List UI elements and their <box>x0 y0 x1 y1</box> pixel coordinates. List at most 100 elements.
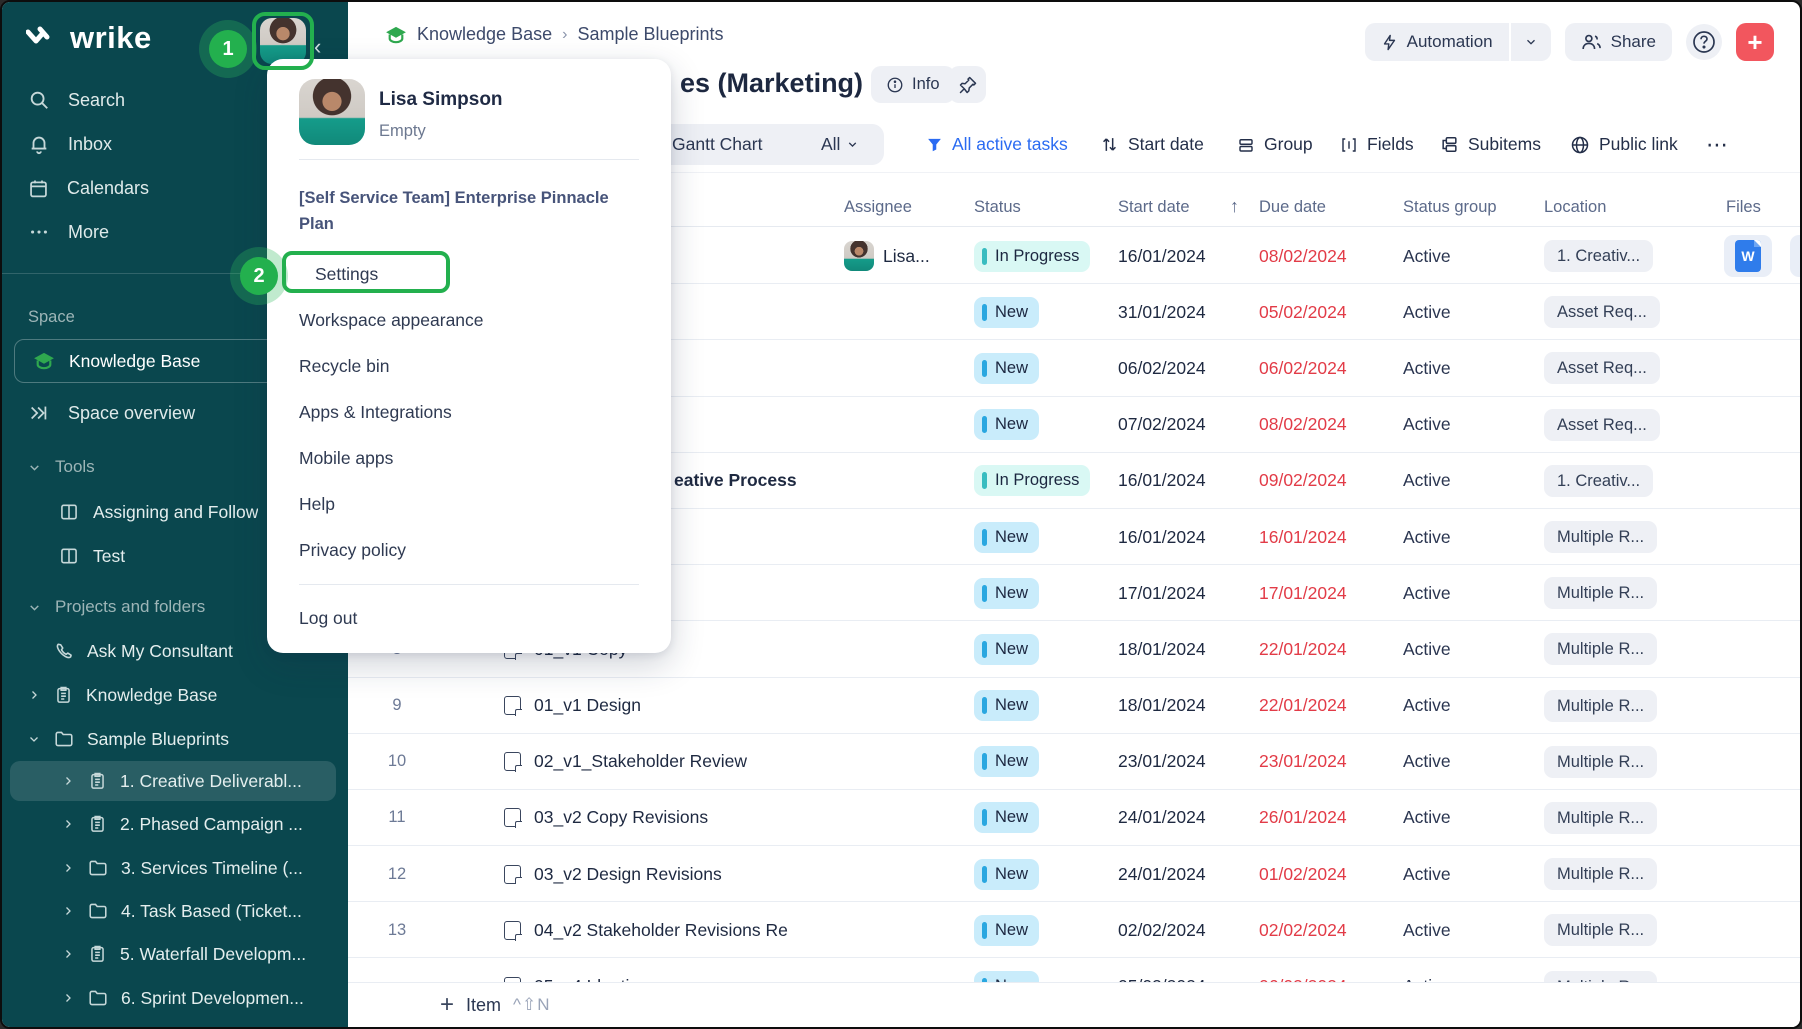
projects-section-toggle[interactable]: Projects and folders <box>2 589 348 625</box>
chevron-right-icon[interactable] <box>62 992 76 1004</box>
column-header-assignee[interactable]: Assignee <box>844 198 912 216</box>
table-row[interactable]: New 16/01/2024 16/01/2024 Active Multiple R.… <box>348 509 1800 566</box>
add-new-button[interactable]: + <box>1736 23 1774 61</box>
sidebar-tool-item[interactable]: Assigning and Follow <box>2 492 348 532</box>
location-pill[interactable]: Multiple R... <box>1544 577 1658 610</box>
due-date[interactable]: 16/01/2024 <box>1259 526 1347 547</box>
location-cell[interactable]: Multiple R... <box>1544 509 1658 565</box>
table-row[interactable]: 12 03_v2 Design Revisions New 24/01/2024 01/… <box>348 846 1800 903</box>
start-date[interactable]: 16/01/2024 <box>1118 245 1206 266</box>
location-pill[interactable]: Asset Req... <box>1544 408 1660 441</box>
status-badge[interactable]: New <box>974 509 1040 565</box>
due-date[interactable]: 23/01/2024 <box>1259 751 1347 772</box>
menu-item-workspace-appearance[interactable]: Workspace appearance <box>299 310 484 330</box>
space-selector-knowledge-base[interactable]: Knowledge Base <box>14 339 336 383</box>
status-badge[interactable]: New <box>974 284 1040 340</box>
start-date[interactable]: 02/02/2024 <box>1118 919 1206 940</box>
table-row[interactable]: Lisa... In Progress 16/01/2024 08/02/2024 Ac… <box>348 228 1800 285</box>
location-pill[interactable]: Multiple R... <box>1544 745 1658 778</box>
menu-item-mobile-apps[interactable]: Mobile apps <box>299 448 394 468</box>
table-row[interactable]: New 07/02/2024 08/02/2024 Active Asset Req..… <box>348 397 1800 453</box>
start-date[interactable]: 17/01/2024 <box>1118 582 1206 603</box>
due-date[interactable]: 09/02/2024 <box>1259 470 1347 491</box>
status-badge[interactable]: New <box>974 397 1040 453</box>
sidebar-tree-item[interactable]: 6. Sprint Developmen... <box>2 978 348 1018</box>
word-file-icon[interactable]: W <box>1724 235 1772 278</box>
info-button[interactable]: Info <box>871 66 955 103</box>
table-row[interactable]: 13 04_v2 Stakeholder Revisions Re New 02/02… <box>348 902 1800 959</box>
table-row[interactable]: eative Process In Progress 16/01/2024 09/02… <box>348 453 1800 509</box>
due-date[interactable]: 08/02/2024 <box>1259 414 1347 435</box>
table-row[interactable]: New 17/01/2024 17/01/2024 Active Multiple R.… <box>348 565 1800 622</box>
filter-button[interactable]: All active tasks <box>926 124 1068 165</box>
location-cell[interactable]: Asset Req... <box>1544 340 1660 396</box>
task-name[interactable]: 04_v2 Stakeholder Revisions Re <box>534 919 788 940</box>
start-date[interactable]: 23/01/2024 <box>1118 751 1206 772</box>
start-date[interactable]: 24/01/2024 <box>1118 863 1206 884</box>
menu-item-apps-integrations[interactable]: Apps & Integrations <box>299 402 452 422</box>
chevron-right-icon[interactable] <box>62 862 76 874</box>
task-name[interactable]: 02_v1_Stakeholder Review <box>534 751 748 772</box>
table-row[interactable]: 11 03_v2 Copy Revisions New 24/01/2024 26/01… <box>348 790 1800 847</box>
share-button[interactable]: Share <box>1564 23 1672 61</box>
due-date[interactable]: 22/01/2024 <box>1259 695 1347 716</box>
chevron-right-icon[interactable] <box>28 689 42 701</box>
sidebar-collapse-icon[interactable]: ‹ <box>314 34 322 59</box>
location-pill[interactable]: Multiple R... <box>1544 633 1658 666</box>
chevron-right-icon[interactable] <box>62 905 76 917</box>
sidebar-tree-item[interactable]: 5. Waterfall Developm... <box>2 934 348 974</box>
due-date[interactable]: 01/02/2024 <box>1259 863 1347 884</box>
column-header-location[interactable]: Location <box>1544 198 1607 216</box>
column-header-start-date[interactable]: Start date <box>1118 198 1190 216</box>
user-avatar[interactable] <box>260 18 306 64</box>
chevron-right-icon[interactable] <box>62 948 76 960</box>
file-cell[interactable]: W <box>1724 228 1772 284</box>
status-badge[interactable]: New <box>974 790 1040 846</box>
view-scope-dropdown[interactable]: All <box>821 124 859 165</box>
status-badge[interactable]: New <box>974 621 1040 677</box>
location-pill[interactable]: Multiple R... <box>1544 914 1658 947</box>
location-pill[interactable]: Asset Req... <box>1544 296 1660 329</box>
tools-section-toggle[interactable]: Tools <box>2 449 348 485</box>
table-row[interactable]: New 06/02/2024 06/02/2024 Active Asset Req..… <box>348 340 1800 397</box>
status-badge[interactable]: In Progress <box>974 228 1091 284</box>
breadcrumb-knowledge-base[interactable]: Knowledge Base <box>417 24 553 44</box>
automation-dropdown-button[interactable] <box>1510 23 1551 61</box>
start-date[interactable]: 07/02/2024 <box>1118 414 1206 435</box>
automation-button[interactable]: Automation <box>1364 23 1509 61</box>
location-cell[interactable]: Multiple R... <box>1544 846 1658 902</box>
menu-item-privacy-policy[interactable]: Privacy policy <box>299 540 406 560</box>
chevron-right-icon[interactable] <box>62 818 76 830</box>
column-header-files[interactable]: Files <box>1726 198 1761 216</box>
table-row[interactable]: New 31/01/2024 05/02/2024 Active Asset Req..… <box>348 284 1800 341</box>
location-cell[interactable]: 1. Creativ... <box>1544 228 1654 284</box>
sidebar-item-search[interactable]: Search <box>2 81 348 119</box>
pin-button[interactable] <box>949 66 986 103</box>
task-name[interactable]: eative Process <box>674 470 797 491</box>
sort-ascending-icon[interactable]: ↑ <box>1230 196 1239 216</box>
sidebar-tree-item[interactable]: 1. Creative Deliverabl... <box>10 761 336 801</box>
sidebar-tree-item[interactable]: Ask My Consultant <box>2 631 348 671</box>
table-row[interactable]: 10 02_v1_Stakeholder Review New 23/01/2024 2… <box>348 734 1800 790</box>
location-pill[interactable]: Multiple R... <box>1544 858 1658 891</box>
start-date[interactable]: 18/01/2024 <box>1118 695 1206 716</box>
location-cell[interactable]: Multiple R... <box>1544 621 1658 677</box>
start-date[interactable]: 16/01/2024 <box>1118 526 1206 547</box>
task-name[interactable]: 03_v2 Design Revisions <box>534 863 722 884</box>
sidebar-item-space-overview[interactable]: Space overview <box>2 394 348 432</box>
help-button[interactable] <box>1686 24 1722 60</box>
due-date[interactable]: 08/02/2024 <box>1259 245 1347 266</box>
location-cell[interactable]: 1. Creativ... <box>1544 453 1654 509</box>
sort-button[interactable]: Start date <box>1100 124 1204 165</box>
location-cell[interactable]: Multiple R... <box>1544 734 1658 790</box>
subitems-button[interactable]: Subitems <box>1440 124 1541 165</box>
location-pill[interactable]: Asset Req... <box>1544 352 1660 385</box>
location-cell[interactable]: Asset Req... <box>1544 284 1660 340</box>
location-cell[interactable]: Multiple R... <box>1544 790 1658 846</box>
more-options-button[interactable]: ⋯ <box>1706 131 1730 157</box>
sidebar-item-calendars[interactable]: Calendars <box>2 169 348 207</box>
due-date[interactable]: 26/01/2024 <box>1259 807 1347 828</box>
status-badge[interactable]: New <box>974 340 1040 396</box>
menu-item-settings[interactable]: Settings <box>315 264 379 284</box>
sidebar-tree-item[interactable]: Knowledge Base <box>2 675 348 715</box>
